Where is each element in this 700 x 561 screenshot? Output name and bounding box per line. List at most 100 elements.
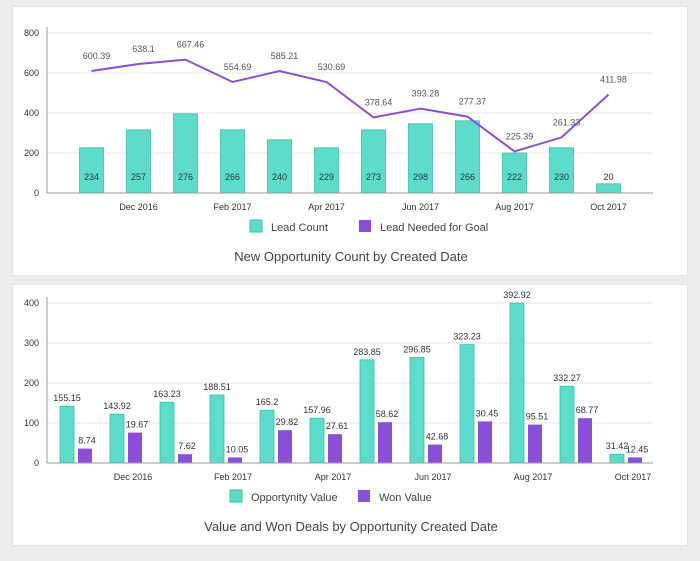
bar-lead-count [549,147,574,194]
data-label-opportunity-value: 296.85 [403,344,431,354]
bar-opportunity-value [159,401,175,464]
data-label-opportunity-value: 392.92 [503,290,531,300]
legend[interactable]: Opportynity Value Won Value [229,489,432,504]
data-label: 273 [366,172,381,182]
bar-won-value [378,422,392,463]
data-label-opportunity-value: 31.42 [606,441,629,451]
data-label-opportunity-value: 143.92 [103,401,131,411]
data-label-won-value: 42.68 [426,432,449,442]
bar-won-value [478,421,492,463]
data-label: 234 [84,172,99,182]
line-data-label: 261.33 [553,117,581,127]
line-data-label: 585.21 [271,51,299,61]
legend-label-opportunity-value[interactable]: Opportynity Value [251,492,338,504]
bar-lead-count [79,147,104,194]
bar-lead-count [314,147,339,194]
legend-swatch-lead-needed[interactable] [359,220,371,232]
data-label-won-value: 30.45 [476,408,499,418]
line-data-label: 554.69 [224,62,252,72]
x-tick-label: Feb 2017 [214,472,252,482]
y-tick-label: 200 [24,148,39,158]
line-data-label: 378.64 [365,97,393,107]
bar-lead-count [408,123,433,194]
bar-lead-count [361,129,386,194]
bar-lead-count [126,129,151,194]
bar-won-value [178,454,192,463]
data-label-won-value: 27.61 [326,421,349,431]
bar-opportunity-value [309,417,325,464]
data-label: 257 [131,172,146,182]
bar-opportunity-value [509,302,525,464]
y-tick-label: 800 [24,28,39,38]
bar-won-value [78,448,92,463]
x-tick-label: Jun 2017 [414,472,451,482]
data-label-won-value: 12.45 [626,444,649,454]
bar-lead-count [267,139,292,194]
legend-swatch-lead-count[interactable] [249,219,263,233]
lead-count-chart-card: 234 257 276 266 240 229 273 298 266 222 230 20 600.… [12,6,688,276]
legend-label-lead-count[interactable]: Lead Count [271,222,328,234]
data-label-opportunity-value: 157.96 [303,405,331,415]
data-label: 222 [507,172,522,182]
bar-won-value [278,430,292,463]
legend-label-won-value[interactable]: Won Value [379,492,432,504]
data-label-opportunity-value: 163.23 [153,389,181,399]
y-tick-label: 300 [24,338,39,348]
bar-opportunity-value [409,357,425,464]
data-label: 266 [225,172,240,182]
bar-opportunity-value [59,405,75,464]
bar-won-value [528,424,542,463]
bar-lead-count [502,152,527,194]
bar-opportunity-value [359,359,375,464]
bar-lead-count [173,113,198,194]
line-data-label: 530.69 [318,62,346,72]
y-tick-label: 100 [24,418,39,428]
y-tick-label: 0 [34,458,39,468]
x-tick-label: Apr 2017 [308,202,345,212]
line-data-label: 393.28 [412,89,440,99]
bar-opportunity-value [259,409,275,464]
data-label-opportunity-value: 155.15 [53,393,81,403]
lead-count-chart: 234 257 276 266 240 229 273 298 266 222 230 20 600.… [24,27,653,264]
y-tick-label: 0 [34,188,39,198]
bar-opportunity-value [109,413,125,464]
data-label-won-value: 8.74 [78,436,96,446]
line-lead-needed [91,58,610,153]
data-label-won-value: 68.77 [576,405,599,415]
y-tick-label: 200 [24,378,39,388]
x-tick-label: Aug 2017 [495,202,534,212]
legend[interactable]: Lead Count Lead Needed for Goal [249,219,488,234]
data-label-opportunity-value: 283.85 [353,347,381,357]
bar-won-value [228,457,242,463]
x-tick-label: Apr 2017 [315,472,352,482]
x-tick-label: Oct 2017 [590,202,627,212]
y-tick-label: 400 [24,298,39,308]
bar-opportunity-value [459,344,475,464]
axes: 0 100 200 300 400 Dec 2016 Feb 2017 Apr 2017 Jun… [24,297,653,482]
x-tick-label: Feb 2017 [213,202,251,212]
data-label-won-value: 95.51 [526,412,549,422]
legend-swatch-won-value[interactable] [358,490,370,502]
x-tick-label: Dec 2016 [114,472,153,482]
bar-lead-count [220,129,245,194]
data-label-won-value: 7.62 [178,441,196,451]
axes: 0 200 400 600 800 Dec 2016 Feb 2017 Apr 2017 Jun… [24,27,653,212]
value-won-chart: 155.15 8.74 143.92 19.67 163.23 7.62 188.51 10.… [24,290,653,534]
legend-swatch-opportunity-value[interactable] [229,489,243,503]
bar-opportunity-value [559,385,575,464]
line-series: 600.39 638.1 667.46 554.69 585.21 530.69 378.6… [83,40,627,153]
line-data-label: 600.39 [83,51,111,61]
bar-won-value [128,432,142,463]
data-label: 266 [460,172,475,182]
data-label-opportunity-value: 188.51 [203,382,231,392]
x-tick-label: Dec 2016 [119,202,158,212]
line-data-label: 411.98 [600,75,627,85]
x-tick-label: Jun 2017 [402,202,439,212]
data-label-won-value: 19.67 [126,420,149,430]
legend-label-lead-needed[interactable]: Lead Needed for Goal [380,222,488,234]
line-data-label: 667.46 [177,40,205,50]
y-tick-label: 400 [24,108,39,118]
x-tick-label: Aug 2017 [514,472,553,482]
bar-opportunity-value [609,453,625,464]
bar-lead-count [455,120,480,194]
